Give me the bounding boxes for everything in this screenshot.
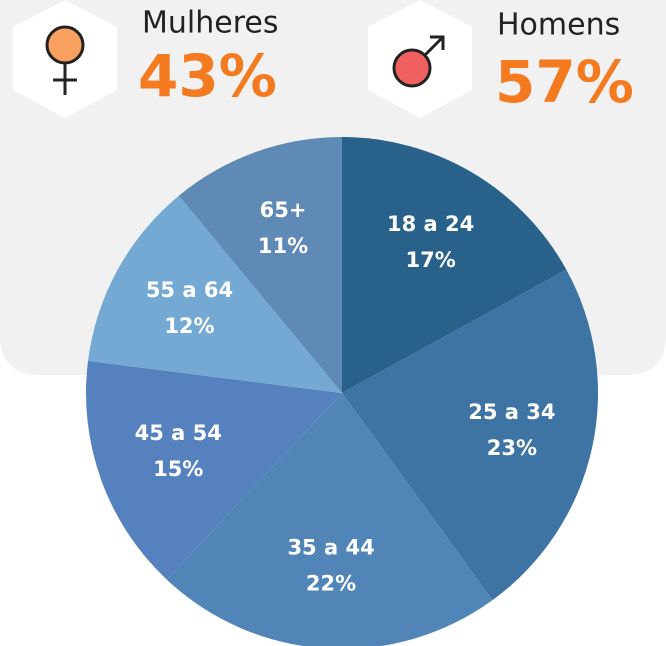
stat-label: Mulheres	[142, 6, 278, 41]
slice-value: 23%	[487, 436, 537, 460]
slice-value: 15%	[153, 457, 203, 481]
slice-label: 65+	[260, 198, 307, 222]
slice	[178, 137, 342, 393]
slice-value: 17%	[405, 248, 455, 272]
slice-value: 22%	[306, 572, 356, 596]
slice-label: 25 a 34	[468, 400, 555, 424]
pie: 18 a 24 17% 25 a 34 23% 35 a 44 22% 45 a 54 15%…	[86, 137, 599, 646]
slice-value: 11%	[258, 234, 308, 258]
stat-label: Homens	[497, 8, 620, 43]
slice	[342, 137, 567, 393]
slice	[86, 360, 343, 580]
female-icon	[45, 25, 85, 95]
slice	[166, 393, 493, 646]
stat-value: 43%	[138, 42, 277, 110]
slice-label: 18 a 24	[387, 212, 474, 236]
stat-value: 57%	[495, 48, 634, 116]
slice-label: 45 a 54	[135, 421, 222, 445]
male-icon	[392, 35, 445, 88]
slice	[342, 269, 599, 601]
slice-label: 55 a 64	[146, 278, 233, 302]
slice-value: 12%	[164, 314, 214, 338]
slice-label: 35 a 44	[287, 536, 374, 560]
slice	[88, 195, 342, 393]
